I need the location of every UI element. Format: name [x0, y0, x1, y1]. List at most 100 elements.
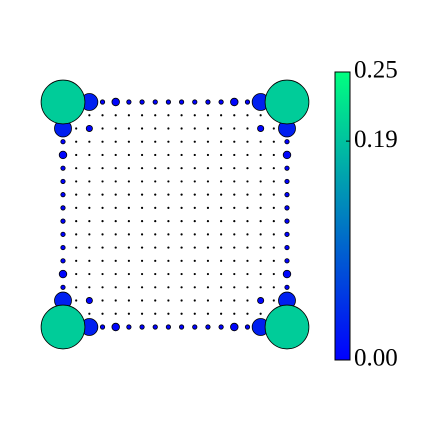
bubble: [140, 286, 144, 289]
bubble: [180, 246, 183, 249]
bubble: [220, 153, 223, 157]
bubble: [114, 140, 117, 143]
bubble: [114, 114, 117, 117]
bubble: [246, 140, 249, 143]
bubble: [154, 299, 157, 302]
bubble: [206, 140, 210, 143]
bubble: [233, 220, 236, 223]
bubble: [101, 180, 104, 183]
bubble: [193, 233, 196, 236]
bubble: [259, 114, 262, 117]
bubble: [154, 153, 157, 157]
bubble: [180, 180, 183, 183]
bubble: [127, 299, 130, 302]
bubble: [259, 206, 262, 209]
bubble: [178, 99, 185, 105]
bubble: [233, 140, 236, 143]
bubble: [60, 139, 66, 145]
bubble: [230, 322, 239, 332]
bubble: [233, 153, 236, 157]
bubble: [40, 79, 86, 125]
bubble: [257, 297, 265, 305]
bubble: [284, 205, 290, 211]
bubble: [233, 259, 236, 262]
bubble: [75, 272, 78, 276]
bubble: [88, 220, 91, 223]
colorbar-tick-label: 0.19: [354, 126, 398, 153]
bubble: [101, 153, 104, 157]
bubble: [114, 299, 117, 302]
bubble: [140, 299, 144, 302]
bubble: [88, 246, 91, 249]
bubble: [165, 324, 172, 330]
bubble: [126, 324, 132, 330]
bubble: [272, 286, 275, 289]
bubble: [220, 206, 223, 209]
bubble: [206, 114, 210, 117]
bubble: [180, 193, 183, 196]
bubble: [220, 140, 223, 143]
bubble: [233, 246, 236, 249]
bubble: [88, 140, 91, 143]
bubble: [272, 259, 275, 262]
bubble: [154, 272, 157, 276]
bubble: [101, 220, 104, 223]
bubble: [75, 153, 78, 157]
bubble: [154, 167, 157, 170]
bubble: [259, 193, 262, 196]
bubble: [259, 286, 262, 289]
bubble: [272, 272, 275, 276]
bubble: [272, 180, 275, 183]
bubble: [60, 178, 66, 185]
bubble: [192, 99, 198, 105]
bubble: [220, 193, 223, 196]
bubble: [60, 284, 66, 290]
bubble: [246, 180, 249, 183]
bubble: [193, 220, 196, 223]
bubble: [154, 312, 157, 315]
bubble: [140, 180, 144, 183]
bubble: [230, 97, 239, 107]
bubble: [233, 206, 236, 209]
bubble: [259, 233, 262, 236]
bubble: [206, 299, 210, 302]
bubble: [114, 272, 117, 276]
bubble: [246, 233, 249, 236]
bubble: [180, 220, 183, 223]
bubble: [154, 206, 157, 209]
bubble: [206, 259, 210, 262]
bubble: [246, 259, 249, 262]
bubble: [272, 193, 275, 196]
bubble: [127, 114, 130, 117]
bubble: [127, 180, 130, 183]
bubble: [233, 233, 236, 236]
bubble: [180, 127, 183, 130]
bubble: [246, 286, 249, 289]
bubble: [284, 192, 290, 198]
bubble: [111, 97, 120, 107]
bubble: [206, 220, 210, 223]
bubble: [111, 322, 120, 332]
bubble: [193, 153, 196, 157]
bubble: [272, 167, 275, 170]
bubble: [75, 259, 78, 262]
bubble: [114, 246, 117, 249]
bubble: [206, 312, 210, 315]
bubble: [218, 324, 224, 330]
bubble: [233, 114, 236, 117]
bubble: [272, 233, 275, 236]
bubble: [246, 206, 249, 209]
bubble: [220, 127, 223, 130]
bubble: [180, 140, 183, 143]
bubble: [193, 180, 196, 183]
bubble: [246, 272, 249, 276]
bubble: [193, 272, 196, 276]
bubble: [167, 127, 170, 130]
bubble: [88, 153, 91, 157]
bubble: [140, 259, 144, 262]
bubble: [154, 193, 157, 196]
bubble: [140, 246, 144, 249]
bubble: [114, 193, 117, 196]
bubble: [114, 127, 117, 130]
bubble: [114, 259, 117, 262]
